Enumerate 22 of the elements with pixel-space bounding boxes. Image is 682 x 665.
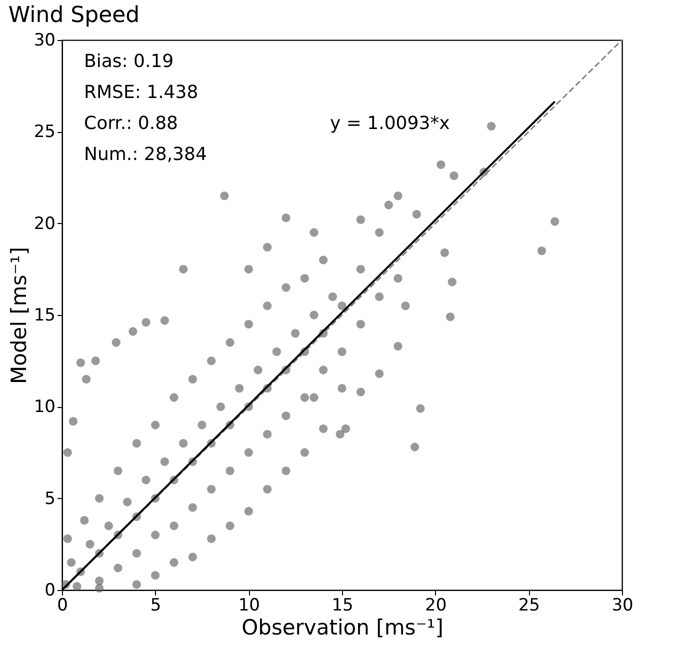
annotation: Bias: 0.19	[84, 51, 174, 72]
x-tick-label: 0	[57, 596, 68, 616]
y-tick-label: 30	[34, 30, 56, 50]
annotation: RMSE: 1.438	[84, 82, 198, 103]
y-tick-label: 5	[44, 488, 56, 509]
annotation: y = 1.0093*x	[330, 113, 450, 134]
x-tick-label: 5	[150, 596, 162, 616]
y-tick-label: 20	[34, 214, 56, 234]
x-tick-label: 15	[332, 596, 354, 616]
y-tick-label: 10	[34, 397, 56, 418]
x-tick-label: 20	[425, 596, 447, 616]
annotation: Num.: 28,384	[84, 144, 207, 165]
y-axis-title: Model [ms⁻¹]	[6, 246, 31, 384]
x-tick-label: 10	[238, 596, 260, 616]
y-tick-label: 15	[34, 306, 56, 326]
x-tick-label: 25	[518, 596, 540, 616]
y-tick-label: 25	[34, 122, 56, 142]
x-axis-title: Observation [ms⁻¹]	[242, 616, 444, 640]
y-tick-label: 0	[44, 580, 56, 600]
chart-title: Wind Speed	[8, 3, 140, 28]
annotation: Corr.: 0.88	[84, 113, 178, 134]
x-tick-label: 30	[612, 596, 634, 616]
